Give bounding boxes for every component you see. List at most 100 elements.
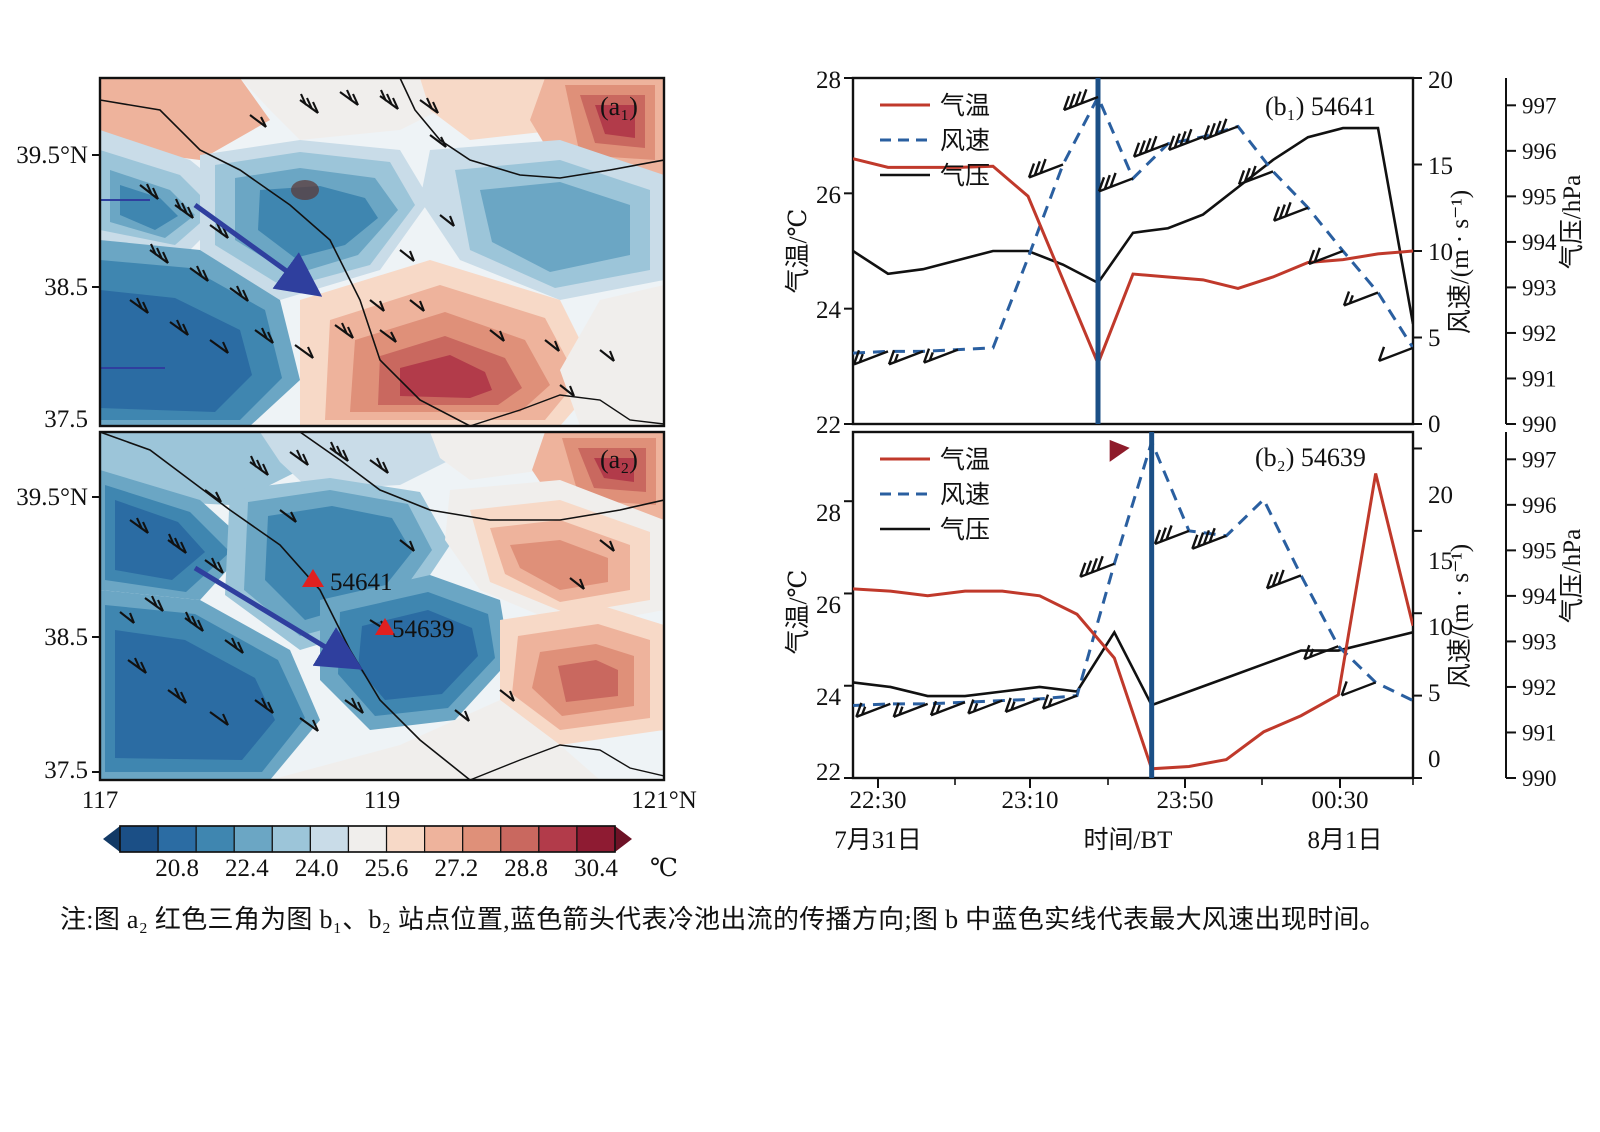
b2-ytick-22: 22 <box>816 759 841 786</box>
wind-barb <box>1004 697 1041 714</box>
wind-barb <box>1342 291 1379 307</box>
outflow-arrow-a1 <box>193 202 323 297</box>
b1-ytick-28: 28 <box>816 67 841 94</box>
b2-y2tick-10: 10 <box>1428 614 1453 641</box>
y3-tick-label: 993 <box>1522 629 1557 654</box>
b2-ytick-28: 28 <box>816 500 841 527</box>
wind-barb <box>1265 569 1302 590</box>
outflow-arrow-a2 <box>193 565 363 670</box>
legend-b1: 气温 风速 气压 <box>880 92 990 190</box>
colorbar-over-arrow <box>615 826 632 852</box>
b1-y3label: 气压/hPa <box>1558 175 1586 269</box>
b1-y2tick-10: 10 <box>1428 239 1453 266</box>
wind-barb <box>967 699 1003 715</box>
colorbar-cell <box>424 825 464 853</box>
colorbar-cell <box>347 825 388 853</box>
colorbar-cell <box>309 825 350 853</box>
lat-tick-385-a2: 38.5 <box>44 624 88 651</box>
y3-tick-label: 995 <box>1522 184 1557 209</box>
wind-barb <box>1062 88 1099 112</box>
lat-tick-385-a1: 38.5 <box>44 274 88 301</box>
timeseries-panel-b1: (b₁) 54641 气温 风速 气压 28 26 24 22 气温/℃ 20 … <box>784 67 1586 439</box>
wind-barb <box>1079 555 1115 578</box>
y3-tick-label: 997 <box>1522 93 1557 118</box>
b1-y2tick-20: 20 <box>1428 67 1453 94</box>
wind-barb <box>922 348 959 364</box>
b1-ytick-26: 26 <box>816 182 841 209</box>
colorbar-under-arrow <box>103 826 120 852</box>
colorbar-cell <box>462 825 502 853</box>
y3-tick-label: 997 <box>1522 447 1557 472</box>
b2-date-left: 7月31日 <box>834 827 922 854</box>
b1-ytick-22: 22 <box>816 412 841 439</box>
y3-tick-label: 991 <box>1522 366 1557 391</box>
y3-tick-label: 994 <box>1522 230 1557 255</box>
lat-tick-395-a1: 39.5°N <box>16 142 88 169</box>
b2-date-right: 8月1日 <box>1307 827 1382 854</box>
colorbar-cell <box>271 825 311 853</box>
colorbar-cell <box>233 825 273 853</box>
map-a2-contours: 54641 54639 <box>100 432 664 780</box>
station-marker-54641 <box>302 569 324 587</box>
map-panel-a1: (a₁) 39.5°N 38.5 37.5 <box>16 76 666 433</box>
b1-y2tick-5: 5 <box>1428 325 1441 352</box>
colorbar-cell <box>576 825 616 853</box>
wind-barb <box>892 702 929 718</box>
y3-tick-label: 991 <box>1522 720 1557 745</box>
b2-xtick-1: 23:10 <box>1002 787 1059 814</box>
b2-y2tick-0: 0 <box>1428 746 1441 773</box>
wind-barb <box>853 353 854 355</box>
wind-barb <box>1307 247 1344 266</box>
legend-label-windspeed-b1: 风速 <box>940 127 990 155</box>
series-temperature <box>853 473 1413 771</box>
legend-label-windspeed-b2: 风速 <box>940 481 990 509</box>
station-label-54641: 54641 <box>330 569 393 596</box>
colorbar-cell <box>157 825 197 853</box>
wind-barb <box>1191 527 1227 550</box>
b2-y2tick-15: 15 <box>1428 548 1453 575</box>
b2-xlabel: 时间/BT <box>1084 826 1173 854</box>
map-panel-a2: 54641 54639 (a₂) 39.5°N 38.5 37.5 117 11… <box>16 430 697 814</box>
wind-barb <box>853 349 889 366</box>
figure-caption: 注:图 a₂ 红色三角为图 b₁、b₂ 站点位置,蓝色箭头代表冷池出流的传播方向… <box>60 905 1386 934</box>
wind-barb <box>1202 118 1239 141</box>
lon-tick-117: 117 <box>82 787 119 814</box>
b2-ytick-26: 26 <box>816 592 841 619</box>
legend-label-pressure-b1: 气压 <box>940 162 990 190</box>
b2-y2label: 风速/(m · s⁻¹) <box>1446 544 1474 688</box>
b2-xtick-2: 23:50 <box>1157 787 1214 814</box>
y3-tick-label: 994 <box>1522 584 1557 609</box>
colorbar-tick-labels: 20.8 22.4 24.0 25.6 27.2 28.8 30.4 <box>155 855 618 882</box>
wind-barb <box>1272 201 1309 222</box>
map-a1-contours <box>100 78 664 426</box>
y3-tick-label: 990 <box>1522 766 1557 791</box>
series-wind-speed <box>853 437 1413 708</box>
colorbar-cell <box>385 825 426 853</box>
station-marker-54639 <box>375 618 395 635</box>
timeseries-panel-b2: (b₂) 54639 气温 风速 气压 28 26 24 22 气温/℃ 20 … <box>784 430 1586 854</box>
series-pressure <box>853 629 1413 707</box>
colorbar-cell <box>500 825 540 853</box>
panel-a2-tag: (a₂) <box>600 445 638 474</box>
b2-ylabel: 气温/℃ <box>784 570 812 655</box>
y3-tick-label: 996 <box>1522 139 1557 164</box>
wind-barb <box>1377 346 1413 363</box>
wind-barb <box>929 700 966 717</box>
colorbar-tick: 24.0 <box>295 855 339 882</box>
wind-barb <box>1027 158 1064 179</box>
legend-label-temperature-b1: 气温 <box>940 92 990 120</box>
lat-tick-375-a1: 37.5 <box>44 406 88 433</box>
wind-barb <box>1340 681 1377 697</box>
b2-y2tick-20: 20 <box>1428 482 1453 509</box>
colorbar-unit: ℃ <box>650 855 678 882</box>
colorbar-tick: 27.2 <box>434 855 478 882</box>
colorbar-cell <box>195 825 235 853</box>
wind-barb <box>1167 128 1204 151</box>
y3-tick-label: 993 <box>1522 275 1557 300</box>
y3-tick-label: 996 <box>1522 493 1557 518</box>
legend-label-temperature-b2: 气温 <box>940 446 990 474</box>
wind-barb <box>1097 172 1134 193</box>
colorbar-tick: 20.8 <box>155 855 199 882</box>
y3-tick-label: 995 <box>1522 538 1557 563</box>
